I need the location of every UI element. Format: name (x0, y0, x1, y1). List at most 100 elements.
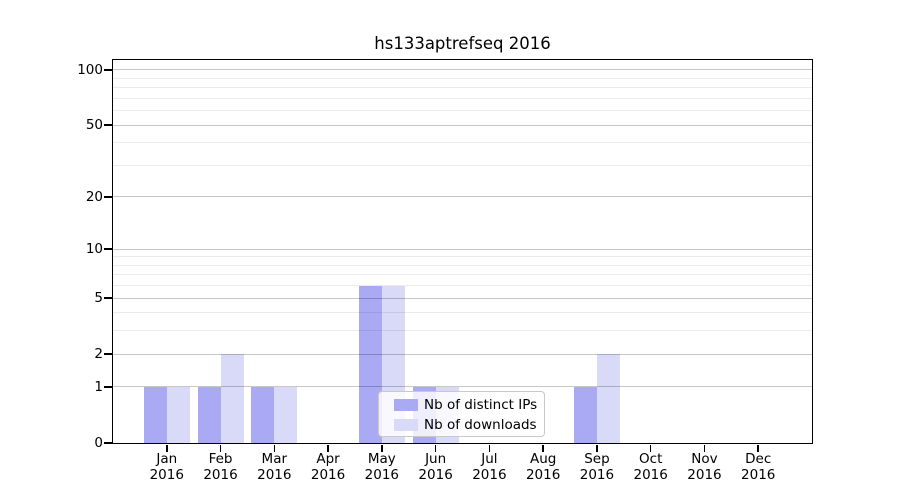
x-tick-year: 2016 (418, 466, 453, 483)
minor-gridline (113, 256, 812, 258)
x-tick-year: 2016 (149, 466, 184, 483)
x-axis-tick (703, 444, 706, 452)
y-tick-label: 10 (85, 241, 103, 258)
x-tick-label: Jul 2016 (457, 451, 521, 483)
x-tick-month: Jul (481, 451, 498, 467)
major-gridline (113, 196, 812, 198)
x-tick-label: Nov 2016 (672, 451, 736, 483)
minor-gridline (113, 274, 812, 276)
x-tick-month: Aug (529, 451, 557, 467)
legend-entry-distinct-ips: Nb of distinct IPs (394, 395, 538, 415)
x-axis-tick (434, 444, 437, 452)
bar-distinct-ips (197, 386, 221, 443)
x-tick-month: Dec (745, 451, 772, 467)
x-tick-label: Apr 2016 (296, 451, 360, 483)
x-tick-year: 2016 (741, 466, 776, 483)
bar-downloads (274, 386, 298, 443)
x-axis-tick (649, 444, 652, 452)
x-axis-tick (596, 444, 598, 452)
x-tick-month: Nov (691, 451, 718, 467)
x-tick-year: 2016 (472, 466, 507, 483)
x-tick-month: Jun (425, 451, 447, 467)
x-tick-label: Sep 2016 (565, 451, 629, 483)
bar-distinct-ips (573, 386, 597, 443)
x-tick-year: 2016 (364, 466, 400, 483)
y-tick-label: 2 (94, 346, 103, 363)
downloads-swatch-icon (394, 419, 418, 431)
minor-gridline (113, 285, 812, 287)
x-axis-tick (488, 444, 491, 452)
y-axis-tick (103, 69, 112, 71)
x-tick-label: Feb 2016 (189, 451, 253, 483)
major-gridline (113, 353, 812, 355)
minor-gridline (113, 312, 812, 314)
major-gridline (113, 386, 812, 388)
x-tick-month: Sep (584, 451, 610, 467)
x-tick-month: Apr (316, 451, 340, 467)
x-tick-year: 2016 (579, 466, 615, 483)
x-axis-tick (757, 444, 759, 452)
x-axis-tick (166, 444, 168, 452)
minor-gridline (113, 87, 812, 89)
y-axis-tick (103, 248, 112, 250)
major-gridline (113, 69, 812, 71)
x-tick-month: Jan (156, 451, 178, 467)
bar-downloads (166, 386, 190, 443)
x-axis-tick (381, 444, 383, 452)
y-axis-tick (103, 386, 112, 388)
legend: Nb of distinct IPs Nb of downloads (378, 391, 545, 437)
x-tick-year: 2016 (687, 466, 722, 483)
bar-distinct-ips (143, 386, 167, 443)
minor-gridline (113, 77, 812, 79)
x-tick-label: Aug 2016 (511, 451, 575, 483)
x-tick-year: 2016 (525, 466, 561, 483)
minor-gridline (113, 142, 812, 144)
x-tick-month: May (367, 451, 396, 467)
x-tick-year: 2016 (203, 466, 238, 483)
x-tick-label: May 2016 (350, 451, 414, 483)
y-tick-label: 1 (94, 378, 103, 395)
x-tick-label: Jun 2016 (404, 451, 468, 483)
x-tick-year: 2016 (310, 466, 346, 483)
y-tick-label: 20 (85, 188, 103, 205)
x-tick-month: Oct (639, 451, 663, 467)
y-tick-label: 0 (94, 435, 103, 451)
x-axis-tick (219, 444, 222, 452)
minor-gridline (113, 97, 812, 99)
distinct-ips-swatch-icon (394, 399, 418, 411)
bar-downloads (596, 354, 620, 443)
bar-distinct-ips (251, 386, 275, 443)
bar-distinct-ips (358, 285, 382, 443)
major-gridline (113, 248, 812, 250)
x-tick-label: Jan 2016 (135, 451, 199, 483)
minor-gridline (113, 330, 812, 332)
x-axis-tick (327, 444, 329, 452)
minor-gridline (113, 264, 812, 266)
y-tick-label: 100 (77, 61, 103, 78)
y-tick-label: 50 (85, 117, 103, 134)
x-tick-label: Oct 2016 (619, 451, 683, 483)
y-tick-label: 5 (94, 290, 103, 307)
x-axis-tick (273, 444, 276, 452)
legend-label: Nb of distinct IPs (424, 397, 538, 413)
major-gridline (113, 124, 812, 126)
legend-entry-downloads: Nb of downloads (394, 415, 538, 435)
y-axis-tick (103, 353, 112, 355)
legend-label: Nb of downloads (424, 417, 537, 433)
x-tick-year: 2016 (257, 466, 292, 483)
y-axis-tick (103, 124, 112, 126)
minor-gridline (113, 164, 812, 166)
y-axis-tick (103, 297, 112, 299)
minor-gridline (113, 110, 812, 112)
x-tick-month: Mar (261, 451, 288, 467)
x-tick-year: 2016 (633, 466, 668, 483)
bar-downloads (220, 354, 244, 443)
x-tick-label: Mar 2016 (242, 451, 306, 483)
x-tick-label: Dec 2016 (726, 451, 790, 483)
y-axis-tick (103, 442, 112, 444)
x-tick-month: Feb (208, 451, 233, 467)
y-axis-tick (103, 196, 112, 198)
major-gridline (113, 297, 812, 299)
chart-title: hs133aptrefseq 2016 (374, 34, 551, 53)
